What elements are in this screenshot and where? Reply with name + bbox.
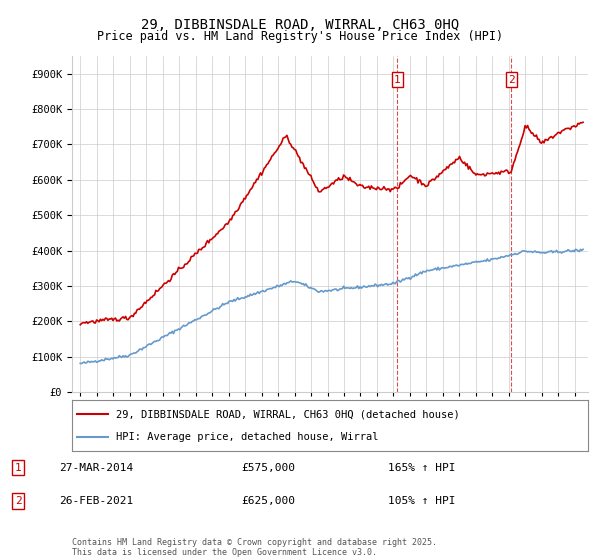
Text: Price paid vs. HM Land Registry's House Price Index (HPI): Price paid vs. HM Land Registry's House … (97, 30, 503, 43)
Text: 105% ↑ HPI: 105% ↑ HPI (388, 496, 456, 506)
Text: 29, DIBBINSDALE ROAD, WIRRAL, CH63 0HQ (detached house): 29, DIBBINSDALE ROAD, WIRRAL, CH63 0HQ (… (116, 409, 460, 419)
Text: Contains HM Land Registry data © Crown copyright and database right 2025.
This d: Contains HM Land Registry data © Crown c… (72, 538, 437, 557)
Text: 165% ↑ HPI: 165% ↑ HPI (388, 463, 456, 473)
Text: 1: 1 (15, 463, 22, 473)
Text: £575,000: £575,000 (241, 463, 295, 473)
Text: 2: 2 (508, 74, 515, 85)
Text: HPI: Average price, detached house, Wirral: HPI: Average price, detached house, Wirr… (116, 432, 379, 442)
Text: 2: 2 (15, 496, 22, 506)
Text: 27-MAR-2014: 27-MAR-2014 (59, 463, 133, 473)
Text: £625,000: £625,000 (241, 496, 295, 506)
Text: 1: 1 (394, 74, 401, 85)
Text: 26-FEB-2021: 26-FEB-2021 (59, 496, 133, 506)
Text: 29, DIBBINSDALE ROAD, WIRRAL, CH63 0HQ: 29, DIBBINSDALE ROAD, WIRRAL, CH63 0HQ (141, 18, 459, 32)
